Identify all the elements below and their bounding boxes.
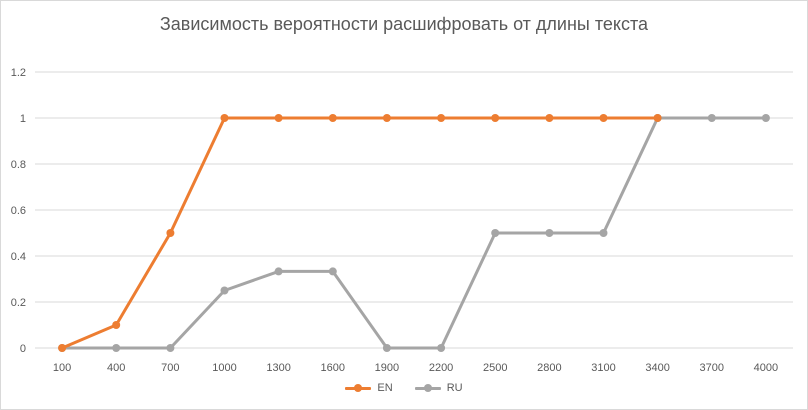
series-line-ru: [60, 116, 768, 350]
data-point-ru: [545, 229, 554, 237]
data-point-en: [166, 229, 175, 237]
data-point-en: [220, 114, 229, 122]
legend-label-en: EN: [377, 382, 393, 394]
data-point-ru: [707, 114, 716, 122]
x-tick-label: 3700: [700, 362, 724, 374]
data-point-en: [112, 321, 121, 329]
y-tick-label: 1: [20, 113, 26, 125]
x-tick-label: 1600: [321, 362, 345, 374]
data-point-en: [328, 114, 337, 122]
data-point-ru: [274, 267, 283, 276]
series-lines: [58, 114, 770, 352]
x-tick-label: 4000: [754, 362, 778, 374]
data-point-en: [382, 114, 391, 122]
y-tick-label: 0.4: [11, 251, 26, 263]
x-tick-label: 1000: [212, 362, 236, 374]
data-point-en: [653, 114, 662, 122]
data-point-en: [274, 114, 283, 122]
x-tick-label: 1300: [266, 362, 290, 374]
y-tick-label: 0: [20, 343, 26, 355]
data-point-en: [491, 114, 500, 122]
y-axis-ticks: 0 0.2 0.4 0.6 0.8 1 1.2: [11, 67, 26, 355]
data-point-ru: [220, 286, 229, 295]
y-tick-label: 1.2: [11, 67, 26, 79]
legend-item-ru: RU: [414, 382, 463, 394]
legend-swatch-en: [345, 383, 372, 393]
x-tick-label: 2200: [429, 362, 453, 374]
data-point-ru: [437, 344, 446, 352]
legend-swatch-ru: [414, 383, 441, 393]
data-point-ru: [166, 344, 175, 352]
x-tick-label: 100: [53, 362, 71, 374]
data-point-ru: [491, 229, 500, 237]
data-point-ru: [328, 267, 337, 276]
data-point-ru: [112, 344, 121, 352]
x-tick-label: 3100: [591, 362, 615, 374]
data-point-en: [58, 344, 67, 352]
data-point-ru: [382, 344, 391, 352]
chart-title: Зависимость вероятности расшифровать от …: [159, 14, 649, 34]
y-tick-label: 0.2: [11, 297, 26, 309]
y-tick-label: 0.6: [11, 205, 26, 217]
x-tick-label: 2500: [483, 362, 507, 374]
x-tick-label: 400: [107, 362, 125, 374]
data-point-ru: [761, 114, 770, 122]
series-en: [58, 114, 662, 352]
gridlines: [35, 71, 793, 349]
data-point-en: [545, 114, 554, 122]
data-point-en: [599, 114, 608, 122]
x-tick-label: 700: [161, 362, 179, 374]
x-tick-label: 2800: [537, 362, 561, 374]
data-point-ru: [599, 229, 608, 237]
y-tick-label: 0.8: [11, 159, 26, 171]
x-axis-ticks: 100 400 700 1000 1300 1600 1900 2200 2500 2800 310…: [53, 362, 778, 374]
x-tick-label: 1900: [375, 362, 399, 374]
legend-item-en: EN: [345, 382, 393, 394]
series-ru: [58, 114, 770, 352]
series-line-en: [60, 116, 660, 350]
data-point-en: [437, 114, 446, 122]
legend-label-ru: RU: [446, 382, 463, 394]
legend: EN RU: [0, 382, 808, 394]
x-tick-label: 3400: [645, 362, 669, 374]
